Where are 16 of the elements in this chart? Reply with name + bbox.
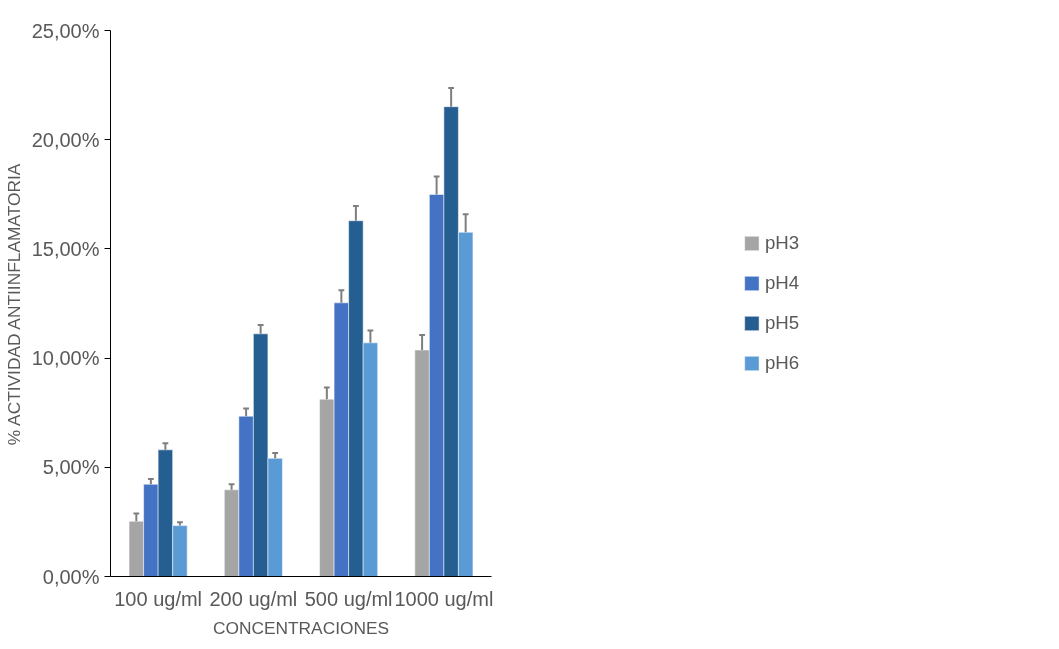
y-tick-label: 25,00% [31, 19, 100, 42]
y-axis-title: % ACTIVIDAD ANTIINFLAMATORIA [3, 163, 24, 446]
y-tick-label: 20,00% [31, 128, 100, 151]
y-tick-label: 5,00% [42, 456, 100, 479]
y-tick-label: 0,00% [42, 565, 100, 588]
x-axis-title: CONCENTRACIONES [212, 617, 390, 638]
legend-label: pH5 [764, 312, 800, 334]
y-tick-label: 15,00% [31, 237, 100, 260]
x-tick-label: 100 ug/ml [114, 587, 203, 610]
legend-label: pH6 [764, 352, 800, 374]
y-tick-label: 10,00% [31, 347, 100, 370]
x-tick-label: 1000 ug/ml [394, 587, 494, 610]
legend-label: pH4 [764, 272, 800, 294]
x-tick-label: 200 ug/ml [209, 587, 298, 610]
legend-label: pH3 [764, 232, 800, 254]
x-tick-label: 500 ug/ml [304, 587, 393, 610]
